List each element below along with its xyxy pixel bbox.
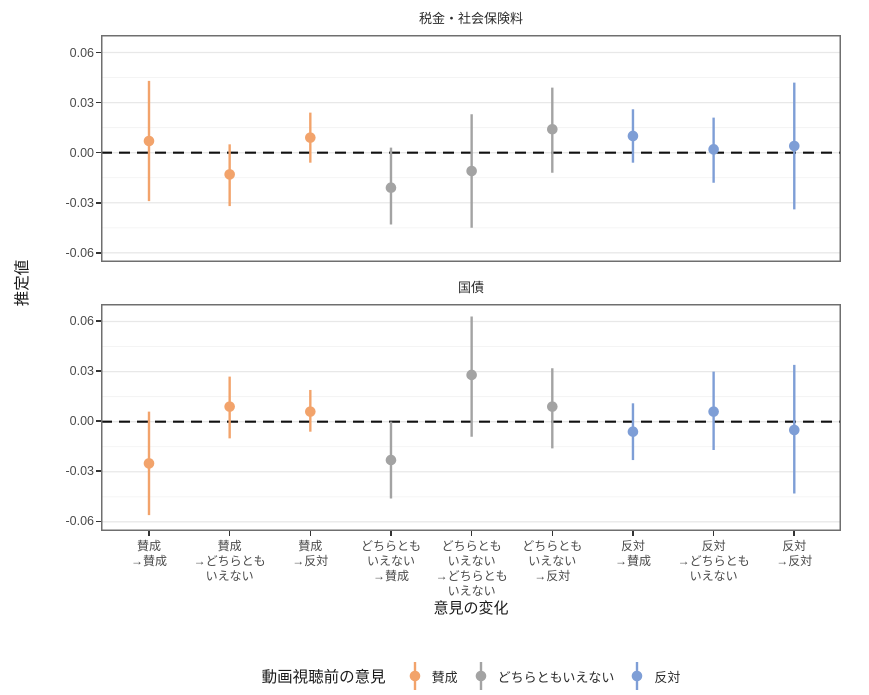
point-dot (708, 405, 719, 417)
y-tick-label: -0.03 (65, 195, 95, 210)
y-tick-mark (95, 51, 101, 54)
y-tick-label: -0.06 (65, 514, 95, 529)
point-dot (547, 400, 558, 412)
legend-pointrange-icon (632, 662, 643, 690)
y-tick-label: -0.06 (65, 245, 95, 260)
legend-key-dot (632, 670, 643, 682)
x-tick-mark (470, 530, 473, 536)
y-tick-mark (95, 201, 101, 204)
y-tick-label: 0.00 (69, 145, 94, 160)
point-dot (305, 132, 316, 143)
x-tick-mark (309, 530, 312, 536)
x-tick-mark (551, 530, 554, 536)
point-dot (788, 424, 800, 435)
facet-title-top: 税金・社会保険料 (418, 11, 523, 26)
point-dot (224, 400, 235, 412)
x-tick-label: どちらとも いえない →賛成 (360, 539, 421, 583)
x-tick-label: どちらとも いえない →どちらとも いえない (435, 539, 508, 598)
x-tick-mark (390, 530, 392, 536)
x-tick-label: 反対 →反対 (776, 539, 813, 568)
y-tick-label: 0.06 (69, 314, 94, 329)
point-dot (385, 454, 397, 465)
point-dot (708, 144, 719, 155)
x-tick-label: 反対 →どちらとも いえない (677, 539, 750, 583)
x-tick-label: 反対 →賛成 (614, 539, 651, 568)
point-dot (466, 369, 477, 380)
y-tick-mark (95, 320, 101, 322)
legend: 動画視聴前の意見 賛成 どちらともいえない 反対 (101, 655, 841, 695)
y-tick-mark (95, 470, 101, 473)
x-tick-mark (793, 530, 796, 536)
y-axis-title: 推定値 (14, 259, 31, 307)
point-dot (385, 182, 397, 194)
y-tick-mark (95, 151, 101, 154)
y-tick-mark (95, 420, 101, 422)
point-dot (466, 165, 477, 177)
y-tick-mark (95, 520, 101, 523)
point-dot (143, 457, 155, 469)
y-tick-label: 0.03 (69, 364, 94, 379)
point-dot (224, 169, 235, 180)
panel (101, 303, 841, 531)
legend-item-label: 反対 (654, 669, 681, 685)
x-tick-mark (228, 530, 231, 536)
legend-item-label: どちらともいえない (497, 669, 615, 685)
x-tick-mark (632, 530, 634, 536)
legend-pointrange-icon (409, 662, 420, 690)
x-tick-label: どちらとも いえない →反対 (522, 539, 583, 583)
point-dot (788, 140, 800, 152)
x-tick-label: 賛成 →賛成 (130, 539, 167, 568)
legend-pointrange-icon (475, 662, 486, 690)
x-tick-mark (712, 530, 715, 536)
point-dot (547, 124, 558, 135)
y-tick-label: 0.06 (69, 45, 94, 60)
point-dot (143, 135, 155, 147)
x-tick-label: 賛成 →反対 (292, 539, 329, 568)
y-tick-mark (95, 252, 101, 254)
panel-border (101, 35, 841, 262)
x-tick-label: 賛成 →どちらとも いえない (193, 539, 266, 583)
point-dot (627, 425, 639, 437)
legend-item: どちらともいえない (474, 659, 615, 693)
x-tick-mark (148, 530, 150, 536)
point-dot (627, 130, 639, 142)
legend-item: 反対 (630, 659, 680, 693)
y-tick-label: 0.03 (69, 95, 94, 110)
facet-title-bottom: 国債 (457, 280, 484, 295)
y-tick-label: 0.00 (69, 414, 94, 429)
panel (101, 35, 841, 262)
point-dot (305, 405, 316, 417)
legend-item: 賛成 (408, 659, 458, 693)
panel-border (101, 303, 841, 531)
legend-key-dot (409, 670, 420, 682)
legend-item-label: 賛成 (431, 669, 458, 685)
y-tick-mark (95, 101, 101, 104)
y-tick-label: -0.03 (65, 464, 95, 479)
legend-key-dot (475, 670, 486, 682)
x-axis-title: 意見の変化 (433, 600, 509, 617)
legend-title: 動画視聴前の意見 (261, 669, 386, 686)
y-tick-mark (95, 370, 101, 372)
